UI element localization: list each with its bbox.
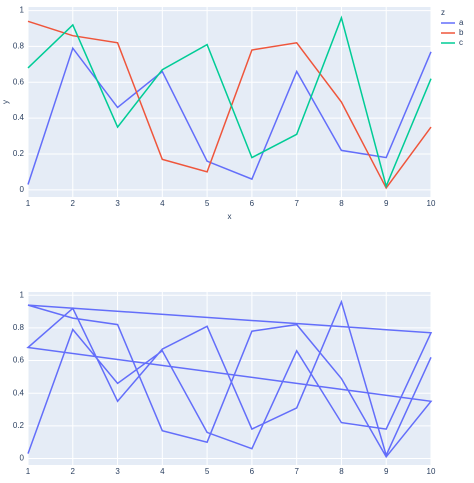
line-series <box>26 299 433 459</box>
x-tick-label: 1 <box>26 467 31 476</box>
x-axis-title: x <box>228 212 232 221</box>
y-tick-label: 1 <box>20 6 25 15</box>
legend-label: c <box>459 38 463 47</box>
y-tick-label: 0.2 <box>13 421 25 430</box>
y-tick-label: 0.6 <box>13 356 25 365</box>
x-tick-label: 7 <box>294 199 299 208</box>
x-tick-label: 8 <box>339 467 344 476</box>
legend-label: a <box>459 18 464 27</box>
line-series <box>27 20 432 190</box>
x-tick-label: 2 <box>71 199 76 208</box>
y-tick-label: 0.2 <box>13 149 25 158</box>
line-series <box>27 15 432 189</box>
y-tick-label: 0.4 <box>13 388 25 397</box>
y-axis-title: y <box>1 100 10 104</box>
x-tick-label: 6 <box>250 199 255 208</box>
x-tick-label: 6 <box>250 467 255 476</box>
y-tick-label: 1 <box>20 290 25 299</box>
x-tick-label: 3 <box>115 199 120 208</box>
x-tick-label: 5 <box>205 467 210 476</box>
x-tick-label: 4 <box>160 199 165 208</box>
x-tick-label: 7 <box>294 467 299 476</box>
y-tick-label: 0 <box>20 454 25 463</box>
x-tick-label: 2 <box>71 467 76 476</box>
x-tick-label: 8 <box>339 199 344 208</box>
x-tick-label: 4 <box>160 467 165 476</box>
legend-title: z <box>441 8 445 17</box>
y-tick-label: 0 <box>20 185 25 194</box>
x-tick-label: 1 <box>26 199 31 208</box>
y-tick-label: 0.6 <box>13 77 25 86</box>
x-tick-label: 3 <box>115 467 120 476</box>
x-tick-label: 10 <box>427 199 436 208</box>
y-tick-label: 0.4 <box>13 113 25 122</box>
x-tick-label: 9 <box>384 467 389 476</box>
x-tick-label: 5 <box>205 199 210 208</box>
x-tick-label: 9 <box>384 199 389 208</box>
x-tick-label: 10 <box>427 467 436 476</box>
y-tick-label: 0.8 <box>13 42 25 51</box>
y-tick-label: 0.8 <box>13 323 25 332</box>
legend-label: b <box>459 28 464 37</box>
